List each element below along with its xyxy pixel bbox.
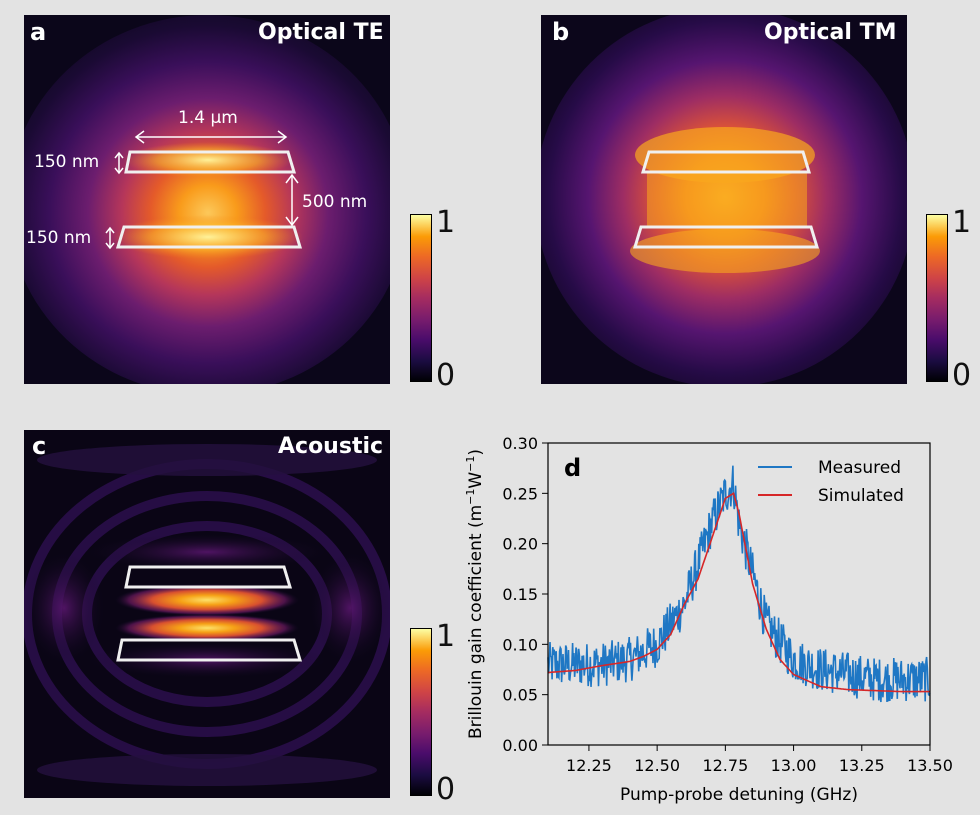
x-tick-label-1: 12.50: [634, 756, 680, 775]
x-tick-label-0: 12.25: [566, 756, 612, 775]
acoustic-field: [24, 430, 390, 798]
y-tick-label-6: 0.30: [502, 434, 538, 453]
colorbar-te-min: 0: [436, 358, 456, 393]
waveguide-bottom-outline: [115, 225, 303, 249]
dim-thickness-bottom-label: 150 nm: [26, 228, 92, 248]
waveguide-bottom-outline: [632, 225, 820, 249]
waveguide-top-outline: [124, 565, 293, 589]
y-tick-label-4: 0.20: [502, 535, 538, 554]
optical-tm-field: [541, 15, 907, 384]
y-tick-label-3: 0.15: [502, 585, 538, 604]
x-tick-label-2: 12.75: [702, 756, 748, 775]
y-tick-label-2: 0.10: [502, 635, 538, 654]
colorbar-tm: [926, 214, 948, 382]
y-tick-label-1: 0.05: [502, 686, 538, 705]
colorbar-acoustic-min: 0: [436, 772, 456, 807]
panel-letter-b: b: [552, 18, 570, 46]
series-simulated-line: [547, 491, 930, 693]
x-axis-label: Pump-probe detuning (GHz): [620, 785, 858, 805]
dim-thickness-top-label: 150 nm: [34, 152, 100, 172]
x-tick-label-5: 13.50: [907, 756, 953, 775]
legend-measured-label: Measured: [818, 458, 901, 478]
x-tick-label-4: 13.25: [839, 756, 885, 775]
y-axis-label: Brillouin gain coefficient (m−1W−1): [464, 449, 486, 739]
waveguide-top-outline: [640, 150, 812, 174]
panel-letter-d: d: [564, 454, 581, 482]
colorbar-acoustic: [410, 628, 432, 796]
brillouin-gain-chart: 0.00 0.05 0.10 0.15 0.20 0.25 0.30 12.25 12.50 1…: [464, 434, 953, 805]
panel-title-optical-tm: Optical TM: [764, 20, 897, 45]
colorbar-te-max: 1: [436, 205, 456, 240]
x-tick-label-3: 13.00: [771, 756, 817, 775]
legend-simulated-label: Simulated: [818, 486, 904, 506]
panel-title-optical-te: Optical TE: [258, 20, 384, 45]
y-tick-label-0: 0.00: [502, 736, 538, 755]
dim-gap-label: 500 nm: [302, 192, 368, 212]
dim-width-label: 1.4 μm: [178, 108, 238, 128]
panel-letter-a: a: [30, 18, 47, 46]
waveguide-top-outline: [124, 150, 297, 174]
colorbar-te: [410, 214, 432, 382]
optical-te-field: [24, 15, 390, 384]
series-measured-line: [547, 465, 931, 703]
legend: Measured Simulated: [758, 458, 904, 506]
colorbar-tm-max: 1: [952, 205, 972, 240]
colorbar-acoustic-max: 1: [436, 619, 456, 654]
waveguide-bottom-outline: [116, 638, 303, 662]
y-tick-label-5: 0.25: [502, 484, 538, 503]
colorbar-tm-min: 0: [952, 358, 972, 393]
panel-title-acoustic: Acoustic: [278, 434, 384, 459]
panel-letter-c: c: [32, 432, 47, 460]
